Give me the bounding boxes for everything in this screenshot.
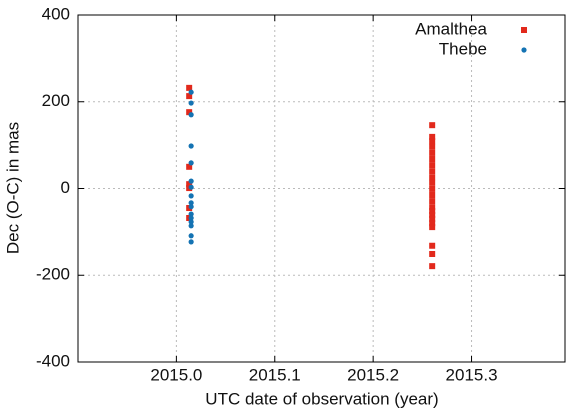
x-tick-label: 2015.3 bbox=[446, 365, 498, 384]
point bbox=[429, 263, 436, 270]
point bbox=[429, 208, 436, 215]
point bbox=[429, 198, 436, 205]
point bbox=[429, 174, 436, 181]
point bbox=[429, 220, 436, 227]
point bbox=[188, 219, 194, 225]
point bbox=[188, 200, 194, 206]
point bbox=[429, 138, 436, 145]
point bbox=[188, 204, 194, 210]
point bbox=[429, 192, 436, 199]
x-tick-label: 2015.1 bbox=[249, 365, 301, 384]
point bbox=[188, 100, 194, 106]
point bbox=[188, 160, 194, 166]
plot-frame bbox=[77, 14, 566, 363]
point bbox=[429, 168, 436, 175]
y-tick-label: -400 bbox=[36, 351, 70, 370]
point bbox=[429, 250, 436, 257]
x-tick-label: 2015.2 bbox=[347, 365, 399, 384]
point bbox=[186, 93, 193, 100]
point bbox=[429, 143, 436, 150]
point bbox=[188, 211, 194, 217]
point bbox=[429, 211, 436, 218]
point bbox=[188, 193, 194, 199]
point bbox=[429, 179, 436, 186]
y-tick-label: -200 bbox=[36, 265, 70, 284]
y-axis-label: Dec (O-C) in mas bbox=[3, 122, 22, 254]
point bbox=[429, 242, 436, 249]
point bbox=[188, 223, 194, 229]
legend-marker bbox=[521, 27, 527, 33]
x-axis-label: UTC date of observation (year) bbox=[205, 389, 438, 408]
point bbox=[188, 178, 194, 184]
point bbox=[186, 84, 193, 91]
point bbox=[188, 184, 194, 190]
point bbox=[429, 185, 436, 192]
y-tick-label: 200 bbox=[42, 91, 70, 110]
point bbox=[429, 122, 436, 129]
point bbox=[188, 112, 194, 118]
point bbox=[188, 233, 194, 239]
legend-label: Amalthea bbox=[415, 19, 487, 38]
point bbox=[188, 143, 194, 149]
point bbox=[188, 215, 194, 221]
y-tick-label: 400 bbox=[42, 4, 70, 23]
point bbox=[429, 156, 436, 163]
point bbox=[186, 181, 193, 188]
point bbox=[186, 163, 193, 170]
point bbox=[188, 89, 194, 95]
point bbox=[429, 162, 436, 169]
point bbox=[429, 133, 436, 140]
point bbox=[429, 204, 436, 211]
point bbox=[186, 109, 193, 116]
point bbox=[188, 239, 194, 245]
legend-marker bbox=[521, 47, 527, 53]
x-tick-label: 2015.0 bbox=[150, 365, 202, 384]
point bbox=[429, 215, 436, 222]
point bbox=[429, 149, 436, 156]
point bbox=[429, 224, 436, 231]
y-tick-label: 0 bbox=[61, 178, 70, 197]
legend-label: Thebe bbox=[439, 39, 487, 58]
